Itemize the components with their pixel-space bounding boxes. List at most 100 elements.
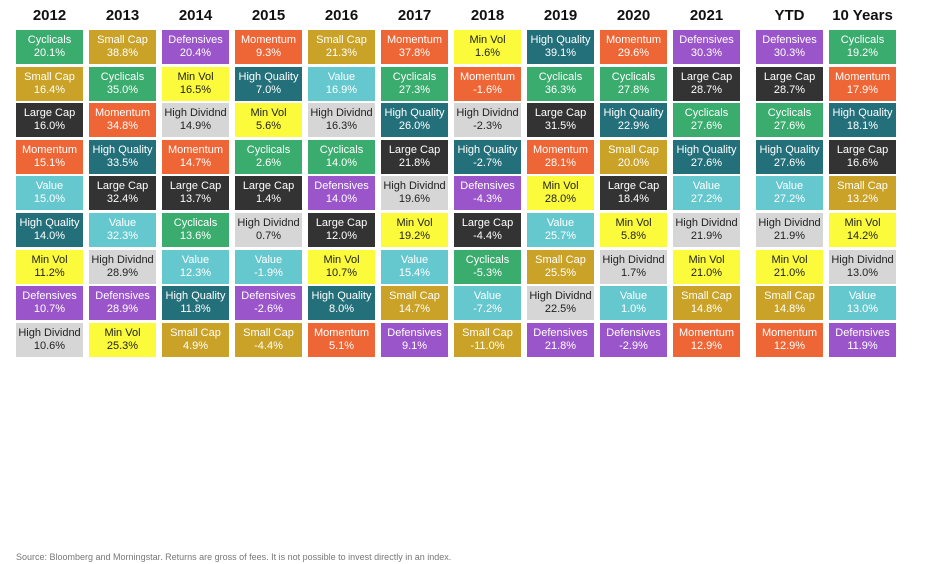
factor-name: Small Cap [316,34,367,46]
return-cell: Small Cap -11.0% [454,322,521,357]
factor-name: Defensives [314,180,369,193]
factor-name: Value [181,253,210,266]
factor-name: Small Cap [764,290,815,303]
return-value: 25.5% [544,266,577,279]
factor-name: High Dividnd [237,217,300,229]
return-cell: Large Cap 21.8% [381,139,448,174]
return-cell: Cyclicals 2.6% [235,139,302,174]
factor-name: Min Vol [688,253,725,266]
factor-name: Momentum [761,326,818,339]
factor-name: Small Cap [535,253,586,266]
return-value: 14.7% [179,156,212,169]
return-cell: Value 1.0% [600,286,667,321]
factor-name: Value [327,70,356,83]
factor-name: Value [692,180,721,193]
return-value: 39.1% [544,47,577,59]
return-value: 14.2% [846,230,879,242]
column-header: 2016 [324,7,359,24]
return-value: -5.3% [473,266,502,279]
factor-name: Small Cap [97,34,148,46]
return-value: 28.9% [106,303,139,316]
factor-name: Small Cap [170,326,221,339]
return-cell: Large Cap 16.6% [829,139,896,174]
return-value: 11.8% [180,303,211,316]
return-value: 13.2% [846,193,879,206]
return-value: 9.1% [401,339,428,352]
return-value: 37.8% [398,47,431,59]
factor-name: High Quality [384,107,445,120]
factor-name: Large Cap [169,180,222,193]
return-cell: Value 13.0% [829,286,896,321]
factor-name: Cyclicals [538,70,583,83]
return-cell: Min Vol 21.0% [756,249,823,284]
return-value: 5.1% [328,339,355,352]
factor-name: Min Vol [323,253,360,266]
factor-name: Defensives [835,326,890,339]
return-value: 14.9% [179,120,212,133]
factor-name: Cyclicals [684,107,729,120]
return-value: 0.7% [255,230,282,242]
factor-name: Momentum [386,34,443,46]
factor-name: High Dividnd [91,253,154,266]
factor-name: Large Cap [763,70,816,83]
factor-name: Value [848,290,877,303]
factor-name: Large Cap [534,107,587,120]
return-value: 16.9% [325,83,358,96]
return-cell: Cyclicals -5.3% [454,249,521,284]
factor-name: Min Vol [104,326,141,339]
return-value: 25.7% [544,230,577,242]
return-cell: Small Cap 14.7% [381,286,448,321]
return-cell: Value 25.7% [527,213,594,247]
return-value: 22.5% [544,303,577,316]
return-cell: Defensives 9.1% [381,322,448,357]
factor-name: Momentum [21,143,78,156]
return-cell: Value 15.4% [381,249,448,284]
return-value: 28.9% [106,266,139,279]
return-value: 27.6% [690,120,723,133]
return-cell: Momentum 15.1% [16,139,83,174]
factor-name: Large Cap [461,217,514,229]
factor-name: Cyclicals [100,70,145,83]
return-cell: Value 27.2% [673,176,740,211]
factor-name: Min Vol [542,180,579,193]
return-value: 21.9% [690,230,723,242]
return-cell: Momentum 9.3% [235,30,302,64]
return-cell: Cyclicals 27.8% [600,66,667,101]
return-value: 14.8% [690,303,723,316]
return-cell: Cyclicals 27.6% [673,103,740,138]
return-value: 19.2% [398,230,431,242]
return-value: 18.4% [617,193,650,206]
return-value: 19.2% [846,47,879,59]
return-cell: Momentum -1.6% [454,66,521,101]
factor-name: Defensives [533,326,588,339]
return-cell: Cyclicals 19.2% [829,30,896,64]
column-header: 2019 [543,7,578,24]
factor-name: Min Vol [844,217,881,229]
factor-name: High Dividnd [675,217,738,229]
return-value: 12.9% [690,339,723,352]
factor-name: Defensives [22,290,77,303]
return-value: -7.2% [473,303,502,316]
factor-name: Small Cap [608,143,659,156]
return-value: 21.8% [544,339,577,352]
return-cell: High Quality 7.0% [235,66,302,101]
factor-name: High Quality [311,290,372,303]
column-header: 2012 [32,7,67,24]
return-cell: Value 27.2% [756,176,823,211]
return-cell: High Quality 27.6% [673,139,740,174]
return-cell: High Dividnd 16.3% [308,103,375,138]
return-cell: Large Cap 12.0% [308,213,375,247]
return-value: 16.4% [33,83,66,96]
factor-name: Defensives [762,34,817,46]
return-cell: Large Cap -4.4% [454,213,521,247]
column-header: 2015 [251,7,286,24]
return-cell: Large Cap 31.5% [527,103,594,138]
factor-name: Cyclicals [840,34,885,46]
return-value: 30.3% [690,47,723,59]
factor-name: Momentum [834,70,891,83]
factor-name: High Dividnd [310,107,373,120]
factor-name: Cyclicals [173,217,218,229]
return-value: 31.5% [544,120,577,133]
factor-name: Large Cap [680,70,733,83]
return-value: 27.2% [690,193,723,206]
